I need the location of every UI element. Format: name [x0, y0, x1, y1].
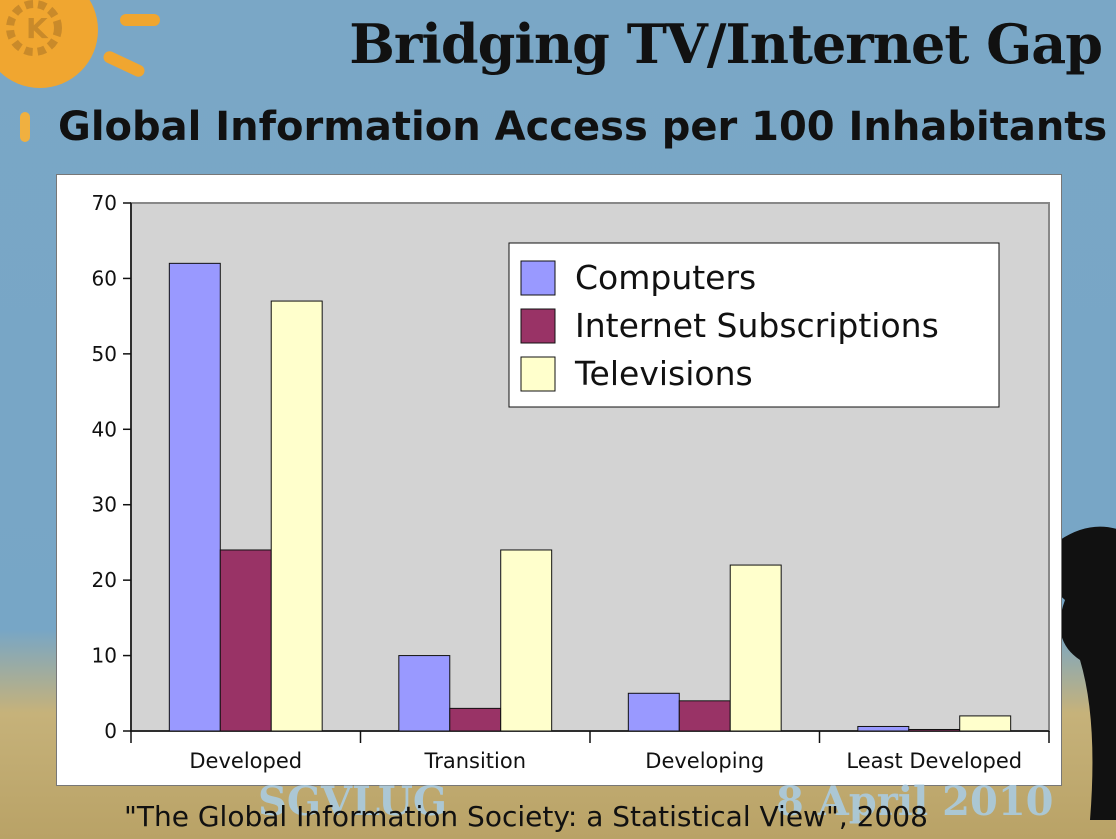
- bar: [449, 707, 502, 732]
- bar: [168, 262, 221, 732]
- legend: [508, 242, 1000, 408]
- y-tick-label: 40: [92, 417, 117, 441]
- bar: [678, 700, 731, 732]
- y-tick-label: 50: [92, 342, 117, 366]
- bar-chart: 0 10 20 30 40 50 60 70 Developed Transition Develo…: [92, 191, 1050, 773]
- bar: [627, 692, 680, 732]
- bar: [908, 728, 961, 732]
- legend-label: Internet Subscriptions: [575, 306, 939, 345]
- x-category-label: Transition: [423, 749, 526, 773]
- y-tick-label: 30: [92, 493, 117, 517]
- bar: [270, 300, 323, 732]
- kde-gear-logo-icon: K: [6, 0, 62, 56]
- bar: [219, 549, 272, 732]
- y-tick-label: 60: [92, 266, 117, 290]
- bar: [729, 564, 782, 732]
- chart-container: 0 10 20 30 40 50 60 70 Developed Transition Develo…: [56, 174, 1062, 786]
- bullet-icon: [20, 112, 30, 142]
- x-category-label: Developed: [189, 749, 302, 773]
- y-tick-label: 0: [104, 719, 117, 743]
- legend-swatch: [520, 356, 556, 392]
- slide-subtitle: Global Information Access per 100 Inhabi…: [58, 104, 1108, 150]
- tree-silhouette-icon: [1051, 526, 1116, 820]
- legend-swatch: [520, 308, 556, 344]
- svg-text:K: K: [26, 12, 49, 45]
- y-tick-label: 20: [92, 568, 117, 592]
- legend-label: Televisions: [574, 354, 753, 393]
- source-citation: "The Global Information Society: a Stati…: [124, 800, 928, 833]
- legend-swatch: [520, 260, 556, 296]
- watermark-date: 8 April 2010: [776, 778, 1054, 825]
- x-category-label: Least Developed: [846, 749, 1022, 773]
- legend-label: Computers: [575, 258, 756, 297]
- y-tick-label: 10: [92, 644, 117, 668]
- bar: [857, 725, 910, 732]
- watermark-sgvlug: SGVLUG: [258, 778, 448, 825]
- x-category-label: Developing: [645, 749, 764, 773]
- bar: [500, 549, 553, 732]
- bar: [959, 715, 1012, 732]
- bar: [398, 655, 451, 732]
- y-tick-label: 70: [92, 191, 117, 215]
- slide-title: Bridging TV/Internet Gap: [349, 12, 1103, 76]
